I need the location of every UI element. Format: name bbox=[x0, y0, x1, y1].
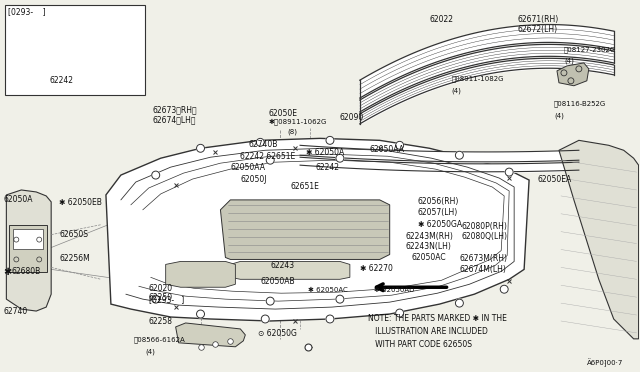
Circle shape bbox=[256, 138, 264, 146]
Text: 62674〈LH〉: 62674〈LH〉 bbox=[153, 116, 196, 125]
Text: 62050EA: 62050EA bbox=[537, 175, 572, 184]
Circle shape bbox=[152, 171, 160, 179]
Circle shape bbox=[326, 315, 334, 323]
Text: 62020: 62020 bbox=[148, 284, 173, 293]
Circle shape bbox=[326, 137, 334, 144]
Text: ⒲08116-B252G: ⒲08116-B252G bbox=[554, 101, 606, 107]
Text: 62090: 62090 bbox=[340, 113, 364, 122]
Text: 62050AA: 62050AA bbox=[370, 145, 404, 154]
Text: 62050AA: 62050AA bbox=[230, 163, 266, 172]
Text: 62243: 62243 bbox=[270, 262, 294, 270]
Polygon shape bbox=[557, 63, 589, 86]
Polygon shape bbox=[106, 138, 529, 321]
Text: 62056(RH): 62056(RH) bbox=[417, 197, 459, 206]
Text: 62740: 62740 bbox=[3, 307, 28, 316]
Text: (4): (4) bbox=[564, 58, 574, 64]
Text: ✱ 62270: ✱ 62270 bbox=[360, 264, 393, 273]
Circle shape bbox=[456, 151, 463, 159]
Text: Ⓞ08911-1082G: Ⓞ08911-1082G bbox=[451, 76, 504, 83]
Polygon shape bbox=[17, 26, 136, 74]
Text: 62050AC: 62050AC bbox=[412, 253, 446, 263]
Text: 62022: 62022 bbox=[429, 15, 454, 24]
Circle shape bbox=[266, 156, 274, 164]
Text: 62673〈RH〉: 62673〈RH〉 bbox=[153, 106, 197, 115]
Text: [0293-   ]: [0293- ] bbox=[148, 295, 184, 304]
Text: ⒲08127-2302G: ⒲08127-2302G bbox=[564, 46, 616, 53]
Circle shape bbox=[336, 295, 344, 303]
Text: 62050J: 62050J bbox=[241, 175, 267, 184]
Text: 62242: 62242 bbox=[49, 76, 73, 85]
Text: ✱ 62050A: ✱ 62050A bbox=[306, 148, 344, 157]
Text: ✱ 62050EB: ✱ 62050EB bbox=[59, 198, 102, 207]
Text: 62256M: 62256M bbox=[59, 254, 90, 263]
Text: 62650S: 62650S bbox=[59, 230, 88, 239]
Circle shape bbox=[196, 310, 205, 318]
Text: 62050A: 62050A bbox=[3, 195, 33, 204]
Text: (4): (4) bbox=[554, 113, 564, 119]
Text: Ⓝ08566-6162A: Ⓝ08566-6162A bbox=[134, 337, 186, 343]
Text: 62258: 62258 bbox=[148, 317, 173, 326]
Text: 62242: 62242 bbox=[315, 163, 339, 172]
Text: ✱ 62050GA: ✱ 62050GA bbox=[417, 220, 461, 229]
Polygon shape bbox=[166, 262, 236, 287]
Text: ✱Ⓞ08911-1062G: ✱Ⓞ08911-1062G bbox=[268, 119, 326, 125]
Text: 62050E: 62050E bbox=[268, 109, 297, 118]
Circle shape bbox=[266, 297, 274, 305]
Circle shape bbox=[152, 295, 160, 303]
Circle shape bbox=[396, 309, 404, 317]
Text: 62672(LH): 62672(LH) bbox=[517, 25, 557, 34]
Circle shape bbox=[500, 285, 508, 293]
Text: ✱ 62050AD: ✱ 62050AD bbox=[374, 287, 414, 293]
Polygon shape bbox=[175, 323, 245, 347]
Text: 62242 62651E: 62242 62651E bbox=[241, 152, 296, 161]
Text: 62651E: 62651E bbox=[290, 182, 319, 191]
Text: 62673M(RH): 62673M(RH) bbox=[460, 254, 508, 263]
Circle shape bbox=[505, 168, 513, 176]
Polygon shape bbox=[559, 140, 639, 339]
Circle shape bbox=[196, 144, 205, 152]
Circle shape bbox=[456, 299, 463, 307]
Text: 62671(RH): 62671(RH) bbox=[517, 15, 558, 24]
Bar bbox=[5, 5, 145, 95]
Text: ✱ 62050AC: ✱ 62050AC bbox=[308, 287, 348, 293]
Polygon shape bbox=[6, 190, 51, 311]
Circle shape bbox=[261, 315, 269, 323]
Text: ⊙ 62050G: ⊙ 62050G bbox=[259, 329, 297, 338]
Text: 62680B: 62680B bbox=[12, 267, 40, 276]
Text: 62050AB: 62050AB bbox=[260, 277, 295, 286]
Text: (8): (8) bbox=[287, 128, 297, 135]
Text: 62250: 62250 bbox=[148, 293, 173, 302]
Text: 62243M(RH): 62243M(RH) bbox=[406, 232, 454, 241]
Text: 62243N(LH): 62243N(LH) bbox=[406, 241, 451, 251]
Bar bbox=[10, 225, 47, 272]
Text: 62080Q(LH): 62080Q(LH) bbox=[461, 232, 508, 241]
Text: NOTE: THE PARTS MARKED ✱ IN THE
   ILLUSTRATION ARE INCLUDED
   WITH PART CODE 6: NOTE: THE PARTS MARKED ✱ IN THE ILLUSTRA… bbox=[368, 314, 507, 349]
Text: Ä6P0⁆00·7: Ä6P0⁆00·7 bbox=[588, 358, 623, 367]
Circle shape bbox=[336, 154, 344, 162]
Text: 62740B: 62740B bbox=[248, 140, 278, 149]
Text: (4): (4) bbox=[451, 88, 461, 94]
Text: (4): (4) bbox=[146, 349, 156, 355]
Text: 62057(LH): 62057(LH) bbox=[417, 208, 458, 217]
Text: 62080P(RH): 62080P(RH) bbox=[461, 222, 508, 231]
Polygon shape bbox=[230, 262, 350, 279]
Circle shape bbox=[396, 141, 404, 149]
Text: 62674M(LH): 62674M(LH) bbox=[460, 265, 506, 275]
Polygon shape bbox=[220, 200, 390, 259]
Bar bbox=[13, 229, 44, 248]
Text: ✱: ✱ bbox=[3, 267, 12, 278]
Text: [0293-    ]: [0293- ] bbox=[8, 7, 46, 16]
